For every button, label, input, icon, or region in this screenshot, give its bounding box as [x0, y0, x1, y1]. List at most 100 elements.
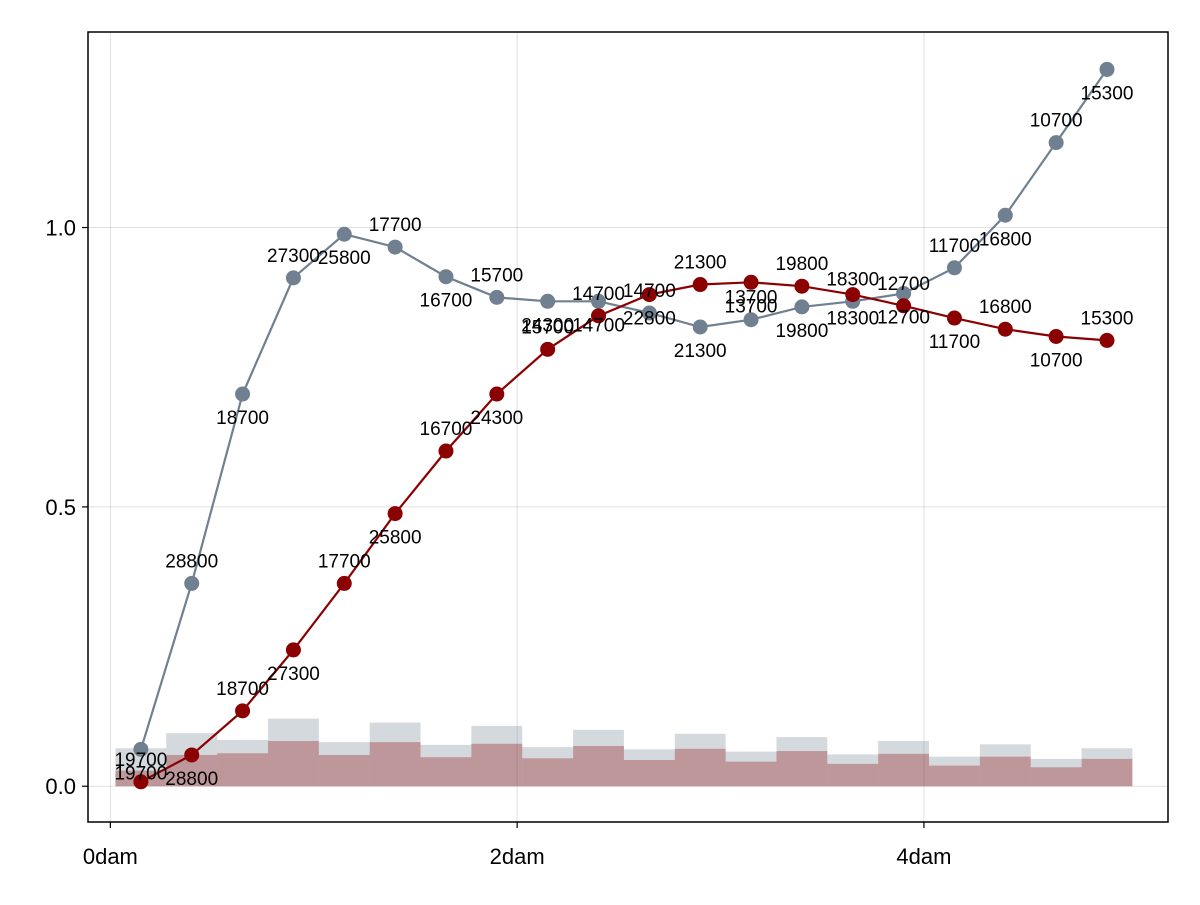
series-point [997, 207, 1013, 223]
point-label: 15700 [521, 317, 574, 338]
point-labels: 1970028800187002730025800177001670015700… [114, 83, 1133, 790]
series-point [896, 298, 912, 314]
series-point [540, 293, 556, 309]
point-label: 17700 [369, 215, 422, 236]
series-point [336, 575, 352, 591]
series-point [997, 321, 1013, 337]
point-label: 19800 [775, 321, 828, 342]
point-label: 21300 [674, 253, 727, 274]
histogram-bar [420, 757, 472, 787]
series-point [743, 312, 759, 328]
point-label: 27300 [267, 246, 320, 267]
series-point [133, 774, 149, 790]
series-point [896, 285, 912, 301]
point-label: 10700 [1030, 111, 1083, 132]
y-tick-label: 1.0 [45, 216, 76, 241]
point-label: 19700 [114, 763, 167, 784]
x-tick-label: 0dam [83, 844, 138, 869]
point-label: 16700 [420, 291, 473, 312]
point-label: 14700 [572, 315, 625, 336]
plot-frame [87, 31, 1169, 823]
histogram-bar [369, 722, 421, 787]
histogram-bar [878, 740, 930, 787]
histogram-bar [979, 744, 1031, 787]
point-label: 13700 [725, 296, 778, 317]
histogram-bar [929, 765, 980, 787]
point-label: 17700 [318, 551, 371, 572]
series-point [845, 287, 861, 303]
histogram-bar [318, 742, 370, 787]
histogram-bar [776, 751, 828, 787]
point-label: 22800 [623, 309, 676, 330]
point-label: 15300 [1081, 83, 1134, 104]
series-point [387, 506, 403, 522]
series-point [794, 278, 810, 294]
point-label: 19800 [775, 254, 828, 275]
point-label: 18700 [216, 679, 269, 700]
series-point [438, 269, 454, 285]
histogram-bar [217, 753, 268, 787]
histogram-bar [369, 742, 421, 787]
series-point [946, 260, 962, 276]
histogram-bar [674, 733, 726, 787]
series-point [743, 274, 759, 290]
y-tick-label: 0.0 [45, 774, 76, 799]
axis-ticks: 0dam 2dam 4dam 0.0 0.5 1.0 [45, 216, 951, 869]
series-point [133, 741, 149, 757]
x-tick-label: 4dam [896, 844, 951, 869]
series-point [235, 386, 251, 402]
histogram-bar [217, 739, 268, 787]
point-label: 11700 [929, 236, 980, 257]
histogram-bar [471, 743, 523, 787]
histogram-bar [522, 758, 574, 787]
series-point [438, 443, 454, 459]
histogram-bar [776, 737, 828, 787]
series-point [1048, 135, 1064, 151]
series-point [285, 270, 301, 286]
histogram-bar [1030, 758, 1082, 787]
point-label: 12700 [877, 274, 930, 295]
histogram-bar [929, 756, 980, 787]
series-point [184, 747, 200, 763]
point-label: 25800 [318, 248, 371, 269]
histogram-bar [878, 753, 930, 787]
series-point [946, 310, 962, 326]
histogram-bar [522, 747, 574, 787]
point-label: 18300 [826, 269, 879, 290]
series-point [184, 575, 200, 591]
histogram-bar [420, 744, 472, 787]
histogram-bars [115, 718, 1133, 787]
histogram-bar [573, 729, 624, 787]
point-label: 15700 [470, 265, 523, 286]
series-point [489, 289, 505, 305]
series-point [591, 293, 607, 309]
point-label: 18700 [216, 408, 269, 429]
series-line [140, 281, 1108, 783]
histogram-bar [573, 746, 624, 787]
point-label: 24300 [470, 408, 523, 429]
point-label: 14700 [623, 281, 676, 302]
point-label: 19700 [114, 750, 167, 771]
histogram-bar [623, 749, 675, 787]
series-point [235, 703, 251, 719]
point-label: 21300 [674, 341, 727, 362]
histogram-bar [268, 718, 319, 787]
grid [88, 32, 1168, 822]
histogram-bar [827, 763, 879, 787]
point-label: 18300 [826, 309, 879, 330]
series-point [489, 386, 505, 402]
point-label: 24300 [521, 315, 574, 336]
point-label: 11700 [929, 332, 980, 353]
series-point [641, 305, 657, 321]
histogram-bar [674, 748, 726, 787]
histogram-bar [827, 754, 879, 787]
point-label: 27300 [267, 664, 320, 685]
histogram-bar [623, 759, 675, 787]
histogram-bar [318, 754, 370, 787]
histogram-bar [268, 740, 319, 787]
series-point [1099, 332, 1115, 348]
histogram-bar [1030, 767, 1082, 787]
series-point [285, 642, 301, 658]
